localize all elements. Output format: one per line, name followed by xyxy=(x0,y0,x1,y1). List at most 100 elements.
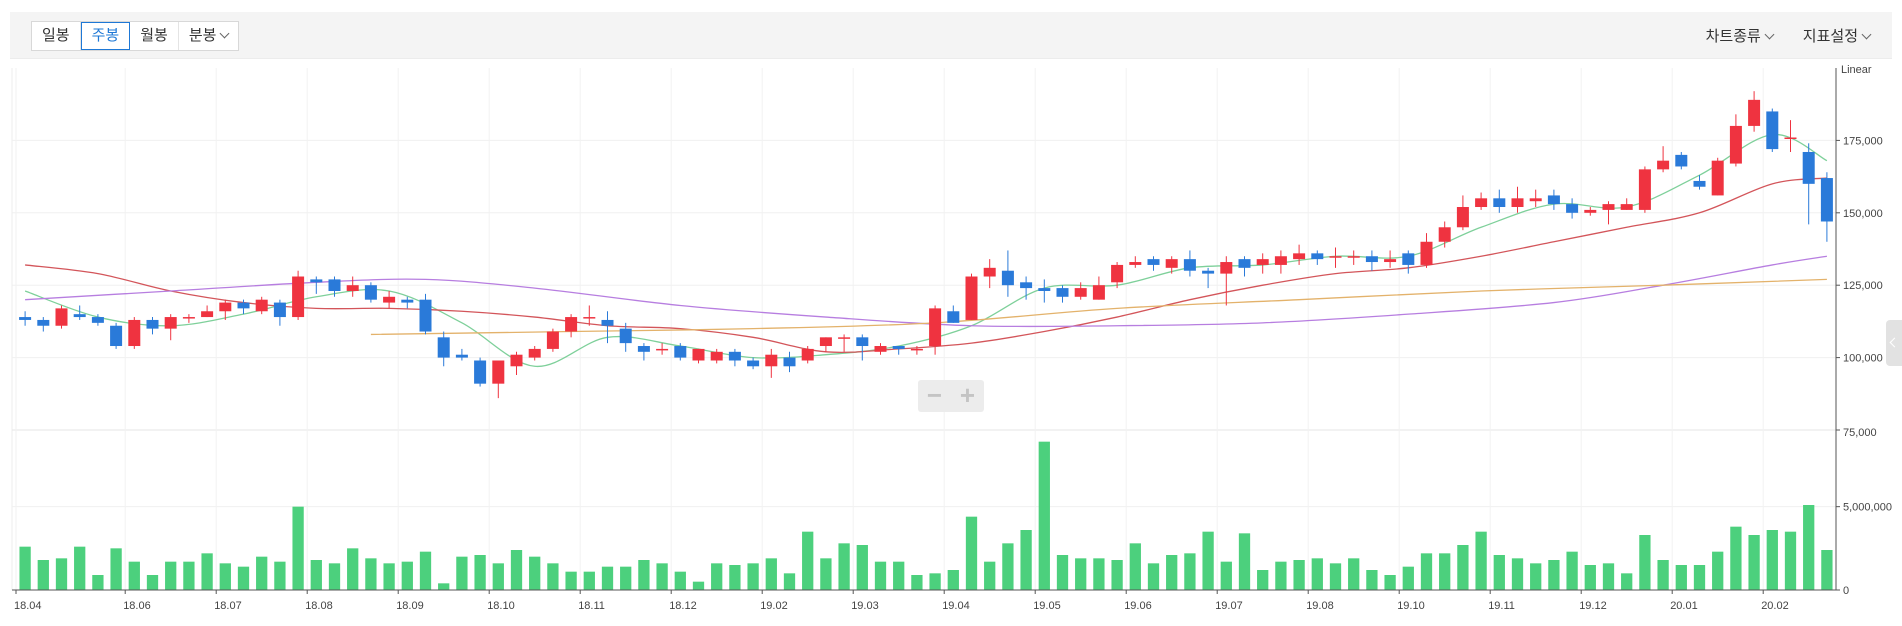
candle xyxy=(1584,207,1597,216)
candle xyxy=(1074,282,1087,300)
chart-type-label: 차트종류 xyxy=(1705,28,1761,45)
ma120-line xyxy=(370,278,1827,336)
candle xyxy=(91,314,104,326)
volume-bar xyxy=(583,571,595,590)
candle-body xyxy=(328,279,341,291)
time-tick-label: 19.05 xyxy=(1033,600,1061,612)
candle-body xyxy=(1256,259,1269,265)
scale-label: Linear xyxy=(1841,64,1872,76)
candle-body xyxy=(401,299,414,303)
volume-bar xyxy=(765,558,777,590)
volume-bar xyxy=(1548,560,1560,590)
volume-bar xyxy=(146,575,159,590)
volume-bar xyxy=(692,581,705,590)
candle-body xyxy=(1675,154,1688,167)
candle xyxy=(110,322,123,349)
chart-type-dropdown[interactable]: 차트종류 xyxy=(1705,25,1775,46)
candle xyxy=(728,348,741,367)
volume-bar xyxy=(747,563,759,590)
candle xyxy=(1547,189,1560,210)
candle xyxy=(1329,247,1342,268)
candle xyxy=(619,322,632,352)
volume-bar xyxy=(1202,531,1214,590)
period-weekly-button[interactable]: 주봉 xyxy=(80,22,131,50)
candle xyxy=(474,357,487,387)
volume-bar xyxy=(1566,551,1578,590)
volume-bar xyxy=(1530,563,1542,590)
volume-bar xyxy=(1584,565,1596,590)
candle-body xyxy=(1293,253,1306,260)
time-tick-label: 19.08 xyxy=(1306,600,1334,612)
volume-bar xyxy=(1439,553,1451,590)
volume-bar xyxy=(984,561,996,590)
candle xyxy=(346,276,359,297)
time-tick-label: 18.08 xyxy=(305,600,333,612)
volume-bar xyxy=(656,563,668,590)
zoom-in-button[interactable]: + xyxy=(959,380,976,410)
volume-bar xyxy=(1129,543,1141,590)
volume-bar xyxy=(1402,566,1414,590)
candle xyxy=(1274,250,1287,274)
candle xyxy=(1784,120,1797,152)
volume-bar xyxy=(1329,563,1342,590)
candle-body xyxy=(819,337,832,347)
time-tick-label: 19.03 xyxy=(851,600,879,612)
volume-bar xyxy=(1784,531,1797,590)
period-daily-button[interactable]: 일봉 xyxy=(32,22,81,50)
candle-body xyxy=(437,337,450,358)
volume-bar xyxy=(74,546,86,590)
candle-body xyxy=(1475,198,1488,208)
candle-body xyxy=(1384,259,1397,263)
chart-axes: Linear 75,000 100,000 125,000 150,000 175,00… xyxy=(12,64,1892,612)
candle-body xyxy=(364,285,377,300)
candle xyxy=(1365,250,1378,271)
candle-body xyxy=(1711,160,1724,196)
volume-bar xyxy=(529,556,541,590)
volume-bar xyxy=(310,560,322,590)
volume-bar xyxy=(1038,441,1050,590)
candle-body xyxy=(37,319,50,326)
candle-body xyxy=(710,351,723,361)
candle xyxy=(892,346,905,355)
candle-body xyxy=(182,317,195,319)
candle xyxy=(1202,267,1215,289)
period-monthly-button[interactable]: 월봉 xyxy=(130,22,179,50)
candle xyxy=(1529,189,1542,208)
candle-body xyxy=(838,337,851,339)
candle-body xyxy=(1784,137,1797,140)
candle-body xyxy=(1347,256,1360,258)
candle xyxy=(437,331,450,367)
candle xyxy=(1165,256,1178,274)
time-tick-label: 18.12 xyxy=(669,600,697,612)
volume-bar xyxy=(1366,570,1378,590)
volume-bar xyxy=(292,506,304,590)
volume-bar xyxy=(1803,505,1815,590)
volume-bar xyxy=(128,561,140,590)
indicator-settings-dropdown[interactable]: 지표설정 xyxy=(1803,25,1872,46)
side-panel-toggle[interactable] xyxy=(1886,320,1902,366)
candle-body xyxy=(1038,288,1051,291)
volume-bar xyxy=(219,563,231,590)
zoom-out-button[interactable]: − xyxy=(926,380,943,410)
chart-options-menu: 차트종류 지표설정 xyxy=(1705,25,1872,46)
candle-body xyxy=(1584,209,1597,213)
candle xyxy=(1493,189,1506,213)
candle-body xyxy=(1748,99,1761,126)
candle xyxy=(1183,250,1196,277)
candle xyxy=(292,270,305,320)
volume-bar xyxy=(183,561,195,590)
time-tick-label: 19.07 xyxy=(1215,600,1243,612)
period-minute-button[interactable]: 분봉 xyxy=(179,22,239,50)
zoom-control: − + xyxy=(918,380,984,412)
volume-bar xyxy=(1257,570,1269,590)
candle xyxy=(1748,91,1761,132)
candle xyxy=(528,346,541,361)
candle-body xyxy=(1493,198,1506,208)
candle-body xyxy=(1802,151,1815,184)
volume-bar xyxy=(620,566,632,590)
time-tick-label: 19.04 xyxy=(942,600,970,612)
volume-bar xyxy=(347,548,359,590)
volume-bar xyxy=(1220,561,1232,590)
candle xyxy=(1620,198,1633,210)
